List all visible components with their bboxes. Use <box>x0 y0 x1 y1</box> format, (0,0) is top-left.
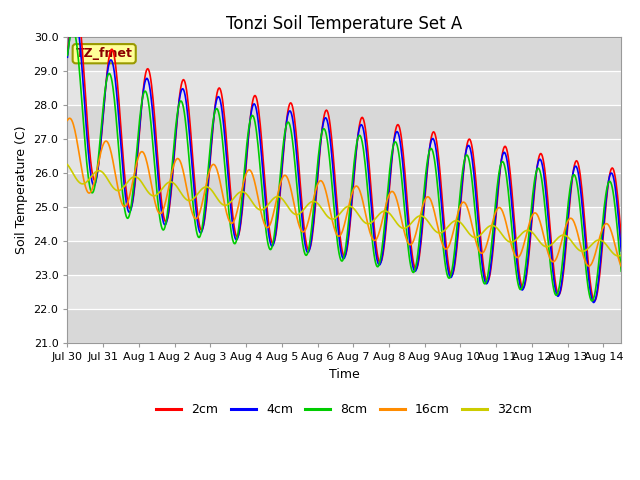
2cm <box>232 233 240 239</box>
4cm <box>344 236 352 241</box>
2cm <box>573 158 581 164</box>
16cm <box>483 242 490 248</box>
Legend: 2cm, 4cm, 8cm, 16cm, 32cm: 2cm, 4cm, 8cm, 16cm, 32cm <box>152 398 538 421</box>
8cm <box>593 278 600 284</box>
2cm <box>618 235 625 240</box>
16cm <box>232 211 240 217</box>
Line: 8cm: 8cm <box>67 30 621 301</box>
2cm <box>591 298 598 304</box>
Line: 32cm: 32cm <box>67 165 621 256</box>
16cm <box>63 118 71 123</box>
8cm <box>63 52 71 58</box>
16cm <box>185 196 193 202</box>
32cm <box>232 193 239 199</box>
4cm <box>618 248 625 254</box>
Bar <box>67 72 621 105</box>
4cm <box>573 166 581 172</box>
Bar <box>67 241 621 275</box>
32cm <box>482 226 490 232</box>
X-axis label: Time: Time <box>329 368 360 381</box>
4cm <box>63 54 71 60</box>
Text: TZ_fmet: TZ_fmet <box>76 47 132 60</box>
Y-axis label: Soil Temperature (C): Soil Temperature (C) <box>15 126 28 254</box>
32cm <box>614 253 622 259</box>
4cm <box>185 123 193 129</box>
Bar <box>67 105 621 139</box>
16cm <box>66 115 74 121</box>
32cm <box>344 204 351 209</box>
Bar <box>67 139 621 173</box>
8cm <box>618 268 625 274</box>
Bar <box>67 173 621 207</box>
16cm <box>618 264 625 269</box>
4cm <box>483 281 490 287</box>
Line: 2cm: 2cm <box>67 0 621 301</box>
8cm <box>588 298 596 304</box>
8cm <box>483 278 490 284</box>
16cm <box>344 206 352 212</box>
32cm <box>184 198 192 204</box>
32cm <box>591 239 599 244</box>
32cm <box>573 245 580 251</box>
2cm <box>185 107 193 112</box>
2cm <box>593 293 600 299</box>
8cm <box>69 27 77 33</box>
Bar <box>67 37 621 72</box>
2cm <box>72 0 79 3</box>
Title: Tonzi Soil Temperature Set A: Tonzi Soil Temperature Set A <box>226 15 463 33</box>
4cm <box>232 237 240 243</box>
16cm <box>592 249 600 254</box>
Line: 4cm: 4cm <box>67 14 621 302</box>
16cm <box>573 229 581 235</box>
Bar <box>67 275 621 309</box>
2cm <box>483 278 490 284</box>
Bar <box>67 309 621 343</box>
Line: 16cm: 16cm <box>67 118 621 266</box>
32cm <box>618 252 625 258</box>
32cm <box>63 162 71 168</box>
2cm <box>344 240 352 245</box>
8cm <box>344 224 352 229</box>
8cm <box>232 238 240 244</box>
4cm <box>590 300 598 305</box>
4cm <box>71 12 79 17</box>
2cm <box>63 51 71 57</box>
8cm <box>185 153 193 158</box>
4cm <box>593 290 600 296</box>
8cm <box>573 182 581 188</box>
Bar <box>67 207 621 241</box>
